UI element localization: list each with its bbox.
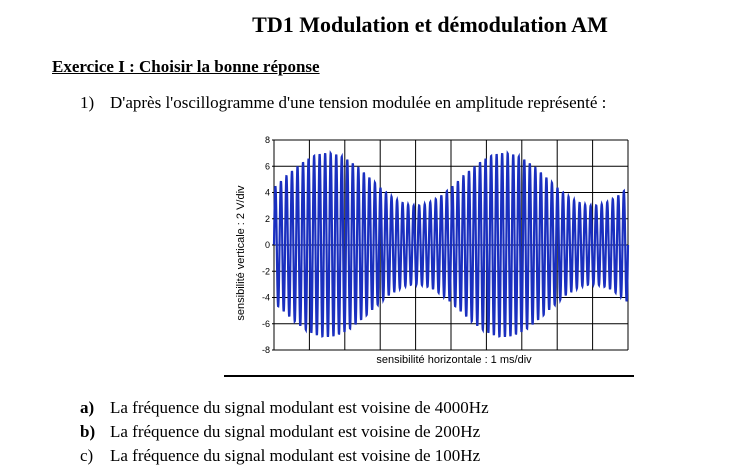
answer-text: La fréquence du signal modulant est vois… xyxy=(110,398,489,417)
question-text: D'après l'oscillogramme d'une tension mo… xyxy=(110,93,607,112)
chart-series xyxy=(272,150,630,338)
y-tick-label: -6 xyxy=(262,319,270,329)
oscillogram-chart: 8 6 4 2 0 -2 -4 -6 -8 sensibilité verticale : 2 … xyxy=(224,130,634,377)
oscillogram-figure: 8 6 4 2 0 -2 -4 -6 -8 sensibilité verticale : 2 … xyxy=(224,130,634,377)
y-tick-label: 6 xyxy=(265,161,270,171)
answer-label: b) xyxy=(80,422,96,441)
answer-label: c) xyxy=(80,446,94,465)
answer-list: a) La fréquence du signal modulant est vo… xyxy=(80,396,489,468)
y-tick-label: 0 xyxy=(265,240,270,250)
answer-label: a) xyxy=(80,398,95,417)
answer-b[interactable]: b) La fréquence du signal modulant est vo… xyxy=(80,420,489,444)
y-tick-label: 8 xyxy=(265,135,270,145)
question-number: 1) xyxy=(80,93,95,112)
answer-a[interactable]: a) La fréquence du signal modulant est vo… xyxy=(80,396,489,420)
y-tick-label: -8 xyxy=(262,345,270,355)
answer-text: La fréquence du signal modulant est vois… xyxy=(110,446,481,465)
x-axis-label: sensibilité horizontale : 1 ms/div xyxy=(376,354,532,366)
figure-bottom-rule xyxy=(224,375,634,377)
answer-text: La fréquence du signal modulant est vois… xyxy=(110,422,481,441)
y-tick-label: 4 xyxy=(265,188,270,198)
page-title: TD1 Modulation et démodulation AM xyxy=(252,12,608,37)
y-ticks: 8 6 4 2 0 -2 -4 -6 -8 xyxy=(262,135,274,355)
answer-c[interactable]: c) La fréquence du signal modulant est vo… xyxy=(80,444,489,468)
y-tick-label: -4 xyxy=(262,293,270,303)
y-axis-label: sensibilité verticale : 2 V/div xyxy=(235,185,247,321)
exercise-heading: Exercice I : Choisir la bonne réponse xyxy=(52,57,320,76)
question: 1) D'après l'oscillogramme d'une tension … xyxy=(80,93,606,113)
am-signal-line xyxy=(272,150,630,338)
y-tick-label: 2 xyxy=(265,214,270,224)
y-tick-label: -2 xyxy=(262,266,270,276)
